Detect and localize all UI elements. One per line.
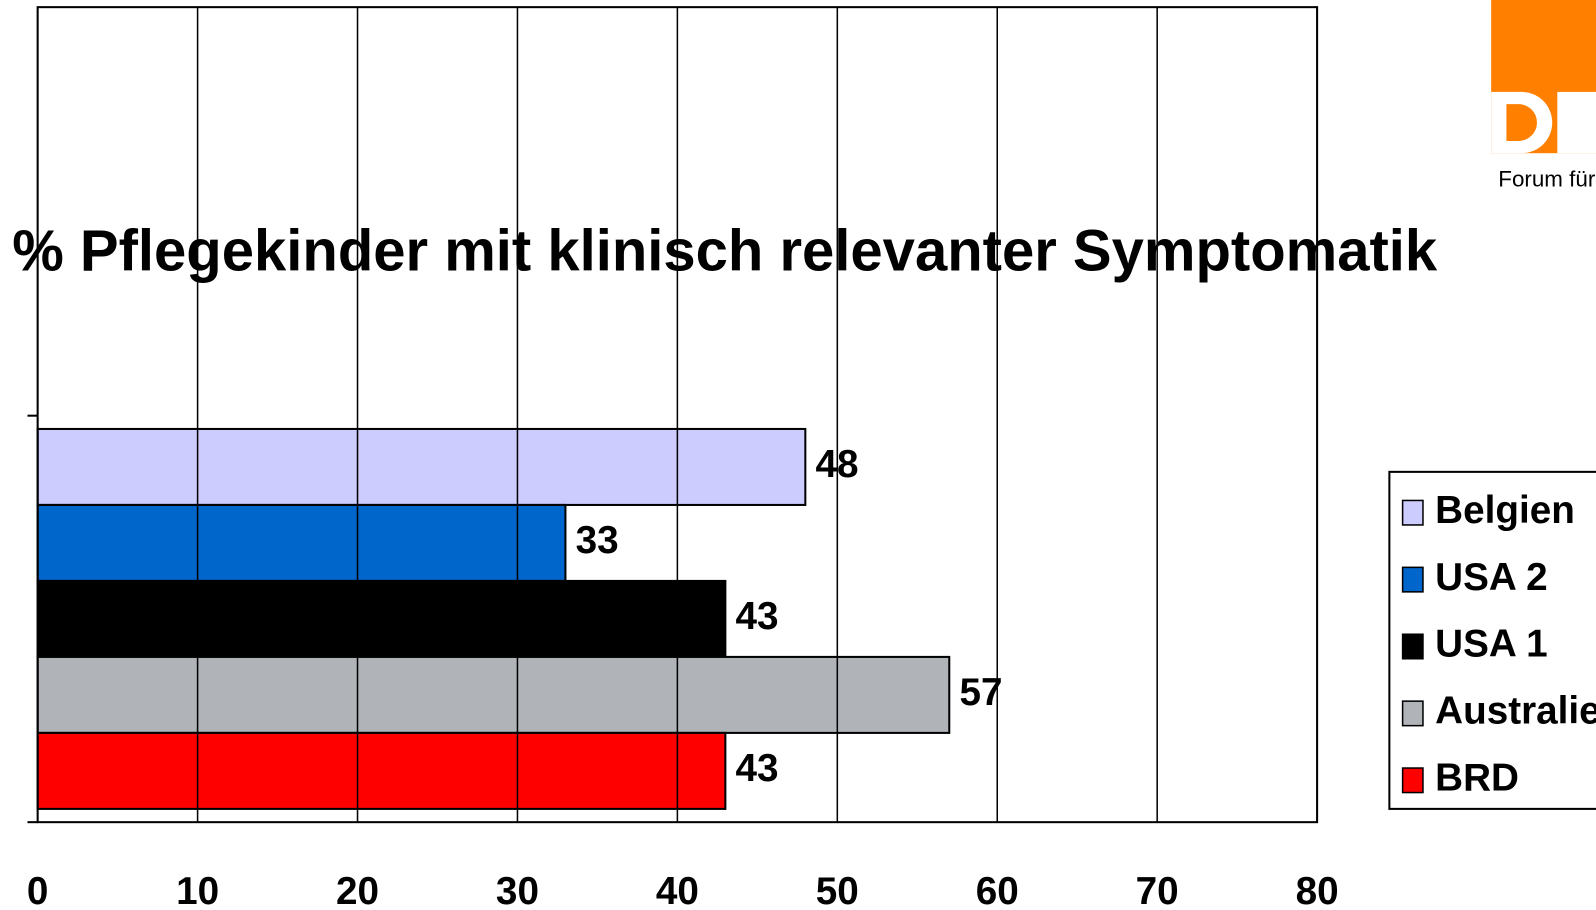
legend-swatch — [1401, 700, 1424, 727]
bar — [36, 655, 951, 734]
data-label: 43 — [736, 747, 779, 790]
legend-swatch — [1401, 633, 1424, 660]
legend-swatch — [1401, 566, 1424, 593]
legend-box — [1388, 470, 1596, 810]
data-label: 43 — [736, 595, 779, 638]
x-tick-label: 50 — [816, 870, 859, 910]
data-label: 33 — [576, 519, 619, 562]
data-label: 48 — [816, 443, 859, 486]
x-tick-label: 10 — [176, 870, 219, 910]
logo-letter — [1491, 91, 1553, 154]
logo-text: Forum für — [1498, 167, 1596, 192]
x-tick-label: 70 — [1136, 870, 1179, 910]
x-tick-label: 20 — [336, 870, 379, 910]
legend-label: Belgien — [1435, 489, 1575, 532]
data-label: 57 — [959, 671, 1002, 714]
chart-title: % Pflegekinder mit klinisch relevanter S… — [12, 219, 1438, 284]
bar — [36, 731, 727, 810]
legend-swatch — [1401, 767, 1424, 794]
x-tick-label: 60 — [976, 870, 1019, 910]
x-tick-label: 30 — [496, 870, 539, 910]
legend-label: Australien — [1435, 690, 1596, 733]
x-tick-label: 0 — [27, 870, 49, 910]
x-tick-label: 80 — [1296, 870, 1339, 910]
legend-label: BRD — [1435, 756, 1519, 799]
bar — [36, 427, 807, 506]
bar — [36, 503, 567, 582]
bar — [36, 579, 727, 658]
legend-label: USA 2 — [1435, 556, 1547, 599]
legend-label: USA 1 — [1435, 623, 1547, 666]
logo-letter — [1557, 91, 1596, 154]
x-tick-label: 40 — [656, 870, 699, 910]
legend-swatch — [1401, 499, 1424, 526]
